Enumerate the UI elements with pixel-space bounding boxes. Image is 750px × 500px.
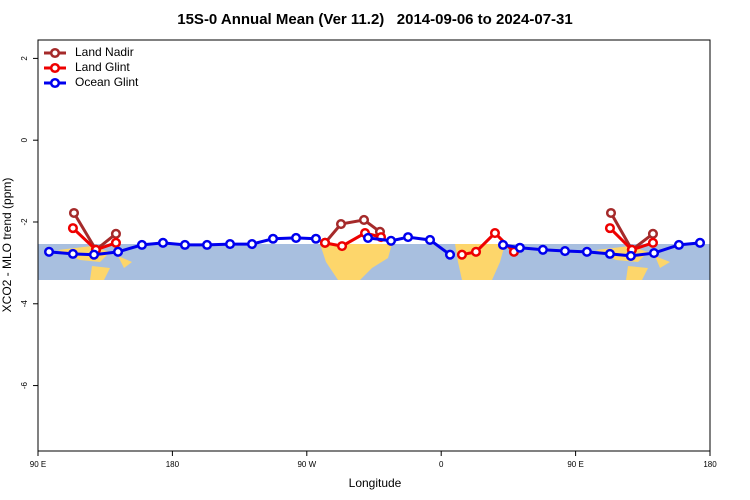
x-tick-label: 180	[703, 460, 717, 469]
legend-marker	[49, 47, 61, 59]
legend-label: Land Nadir	[75, 45, 134, 59]
point	[112, 246, 124, 257]
point	[647, 237, 659, 248]
point	[581, 246, 592, 257]
point	[385, 235, 397, 246]
x-tick-label: 90 E	[567, 460, 583, 469]
x-tick-label: 90 W	[297, 460, 316, 469]
point	[605, 207, 617, 219]
point	[625, 250, 636, 261]
point	[290, 232, 302, 243]
point	[67, 223, 78, 234]
point	[497, 239, 509, 250]
point	[604, 223, 615, 234]
point	[110, 237, 122, 248]
y-tick-label: -2	[20, 218, 29, 226]
point	[157, 237, 169, 248]
x-tick-label: 0	[439, 460, 444, 469]
legend-label: Ocean Glint	[75, 75, 139, 89]
y-tick-label: -4	[20, 300, 29, 308]
chart-title: 15S-0 Annual Mean (Ver 11.2) 2014-09-06 …	[177, 11, 572, 28]
y-axis-label: XCO2 - MLO trend (ppm)	[0, 178, 14, 313]
point	[559, 245, 571, 257]
point	[424, 234, 436, 246]
point	[319, 237, 331, 248]
point	[246, 239, 258, 250]
point	[456, 249, 468, 260]
y-tick-label: 0	[20, 137, 29, 142]
point	[201, 239, 213, 250]
legend-marker	[49, 77, 61, 89]
point	[336, 241, 348, 252]
point	[647, 228, 659, 239]
y-tick-label: 2	[20, 56, 29, 61]
point	[537, 244, 548, 255]
point	[470, 246, 482, 257]
point	[358, 214, 370, 225]
point	[136, 239, 147, 250]
point	[694, 237, 706, 248]
point	[68, 207, 80, 219]
legend-marker	[49, 62, 61, 74]
point	[110, 228, 122, 239]
point	[444, 249, 456, 260]
point	[268, 233, 279, 244]
point	[310, 233, 321, 244]
x-tick-label: 180	[166, 460, 180, 469]
point	[335, 218, 347, 230]
map-background	[38, 244, 710, 280]
point	[67, 248, 78, 259]
x-tick-label: 90 E	[30, 460, 46, 469]
point	[402, 232, 414, 243]
point	[673, 239, 684, 250]
y-tick-label: -6	[20, 381, 29, 389]
point	[648, 248, 660, 259]
plot-frame	[37, 39, 711, 452]
point	[179, 239, 190, 250]
point	[44, 246, 55, 257]
point	[362, 232, 374, 243]
point	[514, 242, 525, 253]
point	[489, 227, 501, 239]
point	[224, 239, 236, 250]
legend-label: Land Glint	[75, 60, 130, 74]
point	[88, 249, 100, 260]
x-axis-label: Longitude	[349, 476, 402, 490]
point	[604, 248, 615, 259]
